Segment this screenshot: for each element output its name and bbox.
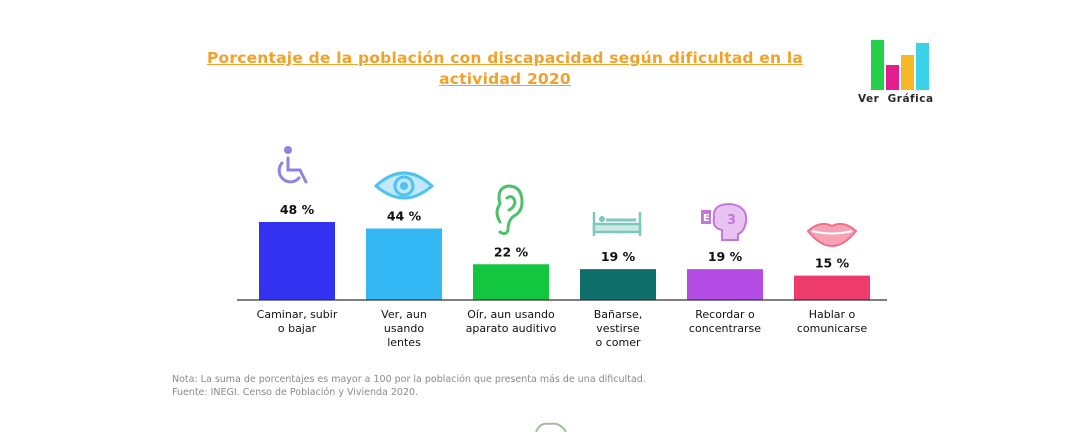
ear-icon [495, 184, 524, 236]
bar-1 [259, 222, 335, 300]
data-label: 22 % [494, 244, 529, 259]
eye-icon [373, 171, 435, 200]
data-label: 48 % [280, 202, 315, 217]
note-line: Nota: La suma de porcentajes es mayor a … [172, 374, 646, 385]
category-icons: E 3 [277, 146, 858, 248]
source-line: Fuente: INEGI. Censo de Población y Vivi… [172, 387, 419, 398]
bar-2 [366, 228, 442, 300]
bed-icon [592, 212, 642, 236]
ver-grafica-label: Ver Gráfica [858, 93, 934, 105]
data-label: 19 % [708, 249, 743, 264]
ver-grafica-button[interactable]: Ver Gráfica [858, 38, 948, 108]
bar-3 [473, 264, 549, 300]
chart-title: Porcentaje de la población con discapaci… [206, 49, 804, 88]
category-label: Recordar o concentrarse [689, 308, 761, 335]
chart-note: Nota: La suma de porcentajes es mayor a … [172, 373, 646, 399]
category-label: Hablar o comunicarse [797, 308, 868, 335]
data-label: 44 % [387, 209, 422, 224]
bar-chart-logo-icon [871, 40, 929, 90]
bar-5 [687, 269, 763, 300]
category-label: Ver, aun usando lentes [381, 308, 427, 349]
bar-6 [794, 275, 870, 300]
lips-icon [806, 222, 858, 248]
category-label: Bañarse, vestirse o comer [594, 308, 643, 349]
category-label: Oír, aun usando aparato auditivo [466, 308, 557, 335]
data-label: 19 % [601, 249, 636, 264]
wheelchair-icon [277, 146, 308, 184]
svg-text:E: E [703, 213, 710, 224]
bar-chart: E 3 48 % Caminar, subir o bajar 44 % Ver, au… [237, 146, 887, 349]
partial-icon [535, 422, 567, 432]
svg-text:3: 3 [727, 213, 736, 228]
data-label: 15 % [815, 256, 850, 271]
category-label: Caminar, subir o bajar [257, 308, 338, 335]
bar-4 [580, 269, 656, 300]
head-memory-icon: E 3 [701, 202, 748, 241]
